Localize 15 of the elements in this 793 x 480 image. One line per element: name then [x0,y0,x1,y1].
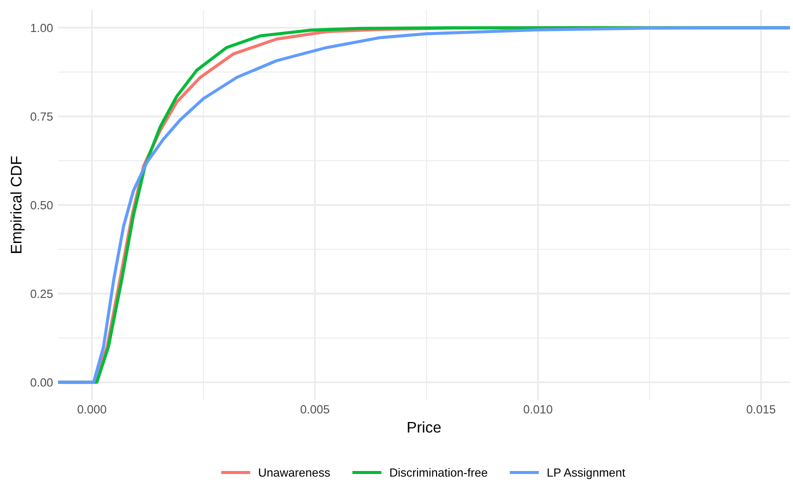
y-axis-title: Empirical CDF [10,156,25,253]
x-tick-label: 0.005 [300,405,330,414]
x-tick-label: 0.015 [746,405,776,414]
y-tick-label: 0.00 [30,378,53,387]
legend-label: Unawareness [259,468,330,477]
y-tick-label: 0.75 [30,112,53,121]
legend-label: Discrimination-free [390,468,488,477]
y-tick-label: 0.25 [30,290,53,298]
y-tick-label: 1.00 [31,24,53,32]
legend-label: LP Assignment [548,468,626,480]
y-tick-label: 0.50 [30,201,53,210]
x-tick-label: 0.010 [524,405,552,414]
x-axis-title: Price [408,421,441,433]
line-series [58,26,790,384]
x-tick-label: 0.000 [78,405,106,414]
